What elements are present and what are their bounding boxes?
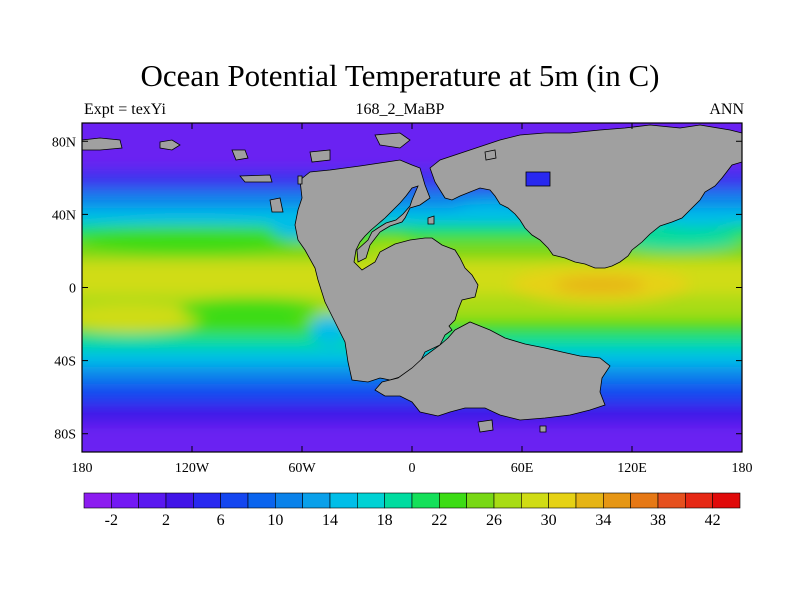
lat-tick-label: 0: [69, 282, 76, 297]
colorbar-label: 6: [217, 512, 225, 529]
lat-tick-label: 40N: [52, 208, 76, 223]
colorbar-label: 18: [377, 512, 393, 529]
colorbar-label: -2: [105, 512, 118, 529]
lon-tick-label: 0: [409, 461, 416, 476]
land-arctic-center: [231, 149, 249, 161]
colorbar-swatch: [302, 492, 331, 509]
lat-tick-label: 40S: [54, 355, 76, 370]
colorbar-swatch: [275, 492, 303, 509]
colorbar-swatch: [193, 492, 221, 509]
colorbar-swatch: [439, 492, 467, 509]
season-label: ANN: [709, 101, 744, 118]
inland-cold-lake: [525, 171, 551, 187]
colorbar-swatch: [138, 492, 167, 509]
colorbar-swatch: [712, 492, 741, 509]
colorbar: -2 2 6 10 14 18 22 26 30 34 38 42: [83, 492, 741, 529]
land-antarctic-isle: [477, 419, 494, 433]
land-south-isle: [539, 425, 547, 433]
colorbar-swatch: [466, 492, 495, 509]
colorbar-swatch: [411, 492, 440, 509]
lon-tick-label: 180: [732, 461, 753, 476]
colorbar-swatch: [83, 492, 112, 509]
land-africa-isle: [427, 215, 435, 225]
continent-eurasia: [429, 124, 742, 269]
colorbar-label: 14: [322, 512, 338, 529]
land-arctic-west: [82, 137, 123, 151]
colorbar-swatch: [521, 492, 549, 509]
land-northpole-strip: [374, 132, 411, 149]
colorbar-swatch: [247, 492, 276, 509]
colorbar-label: 30: [541, 512, 557, 529]
land-island-b: [297, 175, 303, 185]
longitude-axis: 180 120W 60W 0 60E 120E 180: [72, 123, 753, 476]
continent-australia-antarctica: [374, 321, 611, 421]
colorbar-label: 2: [162, 512, 170, 529]
colorbar-swatch: [111, 492, 139, 509]
land-island-a: [239, 174, 273, 183]
colorbar-swatch: [575, 492, 604, 509]
colorbar-label: 34: [595, 512, 611, 529]
lon-tick-label: 120E: [617, 461, 647, 476]
land-north-island: [309, 149, 331, 163]
colorbar-label: 38: [650, 512, 666, 529]
lon-tick-label: 60E: [511, 461, 534, 476]
latitude-axis: 80N 40N 0 40S 80S: [52, 135, 742, 443]
colorbar-label: 26: [486, 512, 502, 529]
colorbar-swatch: [685, 492, 713, 509]
colorbar-swatch: [603, 492, 631, 509]
lon-tick-label: 120W: [175, 461, 210, 476]
colorbar-swatch: [329, 492, 358, 509]
colorbar-swatch: [220, 492, 249, 509]
land-arctic-isle: [159, 139, 181, 151]
map-panel: [82, 123, 742, 452]
plot-title: Ocean Potential Temperature at 5m (in C): [140, 58, 660, 93]
colorbar-swatch: [630, 492, 659, 509]
lon-tick-label: 60W: [288, 461, 316, 476]
experiment-label: Expt = texYi: [84, 101, 166, 118]
lat-tick-label: 80N: [52, 135, 76, 150]
land-ne-isle: [484, 149, 497, 161]
time-label: 168_2_MaBP: [355, 101, 445, 118]
colorbar-swatch: [657, 492, 686, 509]
colorbar-swatch: [493, 492, 522, 509]
colorbar-label: 10: [267, 512, 283, 529]
colorbar-swatch: [165, 492, 194, 509]
land-masses: [82, 124, 742, 433]
colorbar-swatch: [548, 492, 577, 509]
colorbar-swatch: [357, 492, 385, 509]
lon-tick-label: 180: [72, 461, 93, 476]
land-island-c: [269, 197, 284, 213]
continent-americas-africa: [294, 159, 479, 383]
lat-tick-label: 80S: [54, 428, 76, 443]
colorbar-swatch: [384, 492, 413, 509]
colorbar-label: 22: [431, 512, 447, 529]
colorbar-label: 42: [705, 512, 721, 529]
